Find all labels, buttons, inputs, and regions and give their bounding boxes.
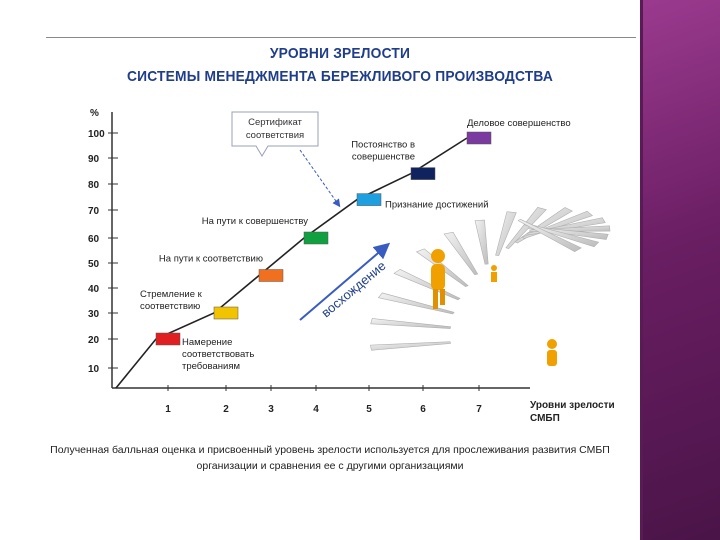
x-tick-label: 5 [366,404,372,415]
level-label-3: На пути к соответствию [159,254,263,265]
level-label-1: Намерение [182,337,232,348]
x-tick-label: 3 [268,404,274,415]
level-marker-2 [213,306,239,320]
level-marker-1 [155,332,181,346]
y-axis-label: % [90,108,99,119]
level-label-4: На пути к совершенству [202,216,309,227]
slide [0,0,640,540]
figure-body-icon [547,350,557,366]
figure-body-icon [431,264,445,290]
x-tick-label: 7 [476,404,482,415]
figure-head-icon [431,249,445,263]
stair-step [495,211,517,256]
level-label-5: Признание достижений [385,200,489,211]
ascent-arrow: восхождение [299,242,391,321]
level-label-7: Деловое совершенство [467,118,571,129]
x-tick-label: 4 [313,404,319,415]
level-marker-6 [410,167,436,180]
stair-step [443,231,479,276]
staircase-illustration [370,207,611,366]
y-tick-label: 20 [88,335,100,346]
callout-line-1: Сертификат [248,117,302,128]
decorative-side-bar [640,0,720,540]
y-tick-label: 60 [88,234,100,245]
callout-pointer-arrow [299,149,341,208]
figure-body-icon [491,272,497,282]
title-divider [46,37,636,38]
level-label-2: Стремление к [140,289,203,300]
slide-title-line-2: СИСТЕМЫ МЕНЕДЖМЕНТА БЕРЕЖЛИВОГО ПРОИЗВОД… [126,68,553,85]
level-label-1: соответствовать [182,349,254,360]
level-label-6: Постоянство в [351,140,415,151]
y-tick-label: 100 [88,129,105,140]
stair-step [370,341,451,351]
x-tick-label: 1 [165,404,171,415]
caption-line-2: организации и сравнения ее с другими орг… [196,460,464,472]
y-tick-label: 70 [88,206,100,217]
level-label-1: требованиям [182,361,240,372]
x-tick-label: 6 [420,404,426,415]
maturity-chart: Сертификат соответствия восхождение % 10 2… [88,108,615,424]
y-tick-label: 50 [88,259,100,270]
chart-axes: % 10 20 30 40 50 60 70 80 90 100 1 2 3 4 5 6 7 Уровни зрел… [88,108,615,424]
level-marker-4 [303,231,329,245]
figure-head-icon [491,265,497,271]
certificate-callout: Сертификат соответствия [231,111,341,208]
side-bar-edge [640,0,643,540]
level-marker-3 [258,269,284,282]
slide-title-line-1: УРОВНИ ЗРЕЛОСТИ [269,45,411,62]
y-tick-label: 30 [88,309,100,320]
ascent-label: восхождение [318,258,388,320]
stair-step [517,218,582,253]
x-tick-label: 2 [223,404,229,415]
x-axis-label: Уровни зрелости [530,400,615,411]
y-tick-label: 10 [88,364,100,375]
caption-line-1: Полученная балльная оценка и присвоенный… [50,444,610,456]
level-marker-7 [466,131,492,145]
y-tick-label: 90 [88,154,100,165]
callout-line-2: соответствия [246,130,304,141]
y-tick-label: 40 [88,284,100,295]
x-axis-label: СМБП [530,413,560,424]
figure-leg-icon [433,289,438,309]
level-marker-5 [356,193,382,206]
stair-step [474,219,489,265]
stair-step [370,318,452,329]
figure-head-icon [547,339,557,349]
y-tick-label: 80 [88,180,100,191]
level-label-6: совершенстве [352,152,415,163]
stair-step [505,207,547,249]
level-label-2: соответствию [140,301,200,312]
figure-leg-icon [440,289,445,305]
